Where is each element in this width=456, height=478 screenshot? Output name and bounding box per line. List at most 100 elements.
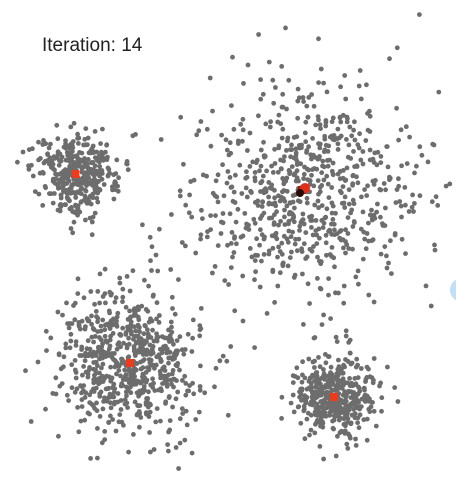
point [60,312,65,318]
point [75,405,80,410]
point [279,135,285,141]
point [345,404,350,409]
point [168,267,174,272]
point [302,393,308,399]
point [122,401,128,407]
point [417,193,423,199]
point [112,364,118,370]
point [140,222,145,228]
point [253,269,258,275]
point [343,398,348,403]
point [176,466,182,471]
point [177,367,182,373]
point [343,328,349,334]
point [341,283,347,289]
point [60,182,66,187]
point [92,178,97,183]
point [227,211,233,217]
point [304,103,310,109]
point [182,347,188,352]
point [142,277,147,283]
point [412,201,417,206]
point [261,139,266,145]
point [127,384,133,390]
point [103,300,108,306]
point [321,371,327,377]
point [141,331,147,337]
point [145,410,151,416]
point [304,166,310,172]
point [302,130,308,136]
point [258,180,264,186]
point [217,358,223,364]
point [62,167,68,173]
point [89,232,95,238]
point [70,230,76,236]
point [293,153,299,159]
point [350,173,356,179]
point [97,347,102,353]
point [362,187,367,193]
point [340,184,346,190]
point [273,203,279,209]
point [393,200,399,206]
point [241,81,246,86]
point [340,376,346,382]
point [97,356,103,362]
point [410,192,415,198]
point [342,205,348,210]
point [266,59,272,65]
point [184,422,190,428]
point [300,211,306,217]
point [314,166,320,172]
point [244,194,250,200]
point [261,210,267,216]
point [88,168,94,174]
point [144,339,149,344]
point [367,212,373,218]
point [177,440,183,446]
point [398,127,404,133]
point [360,256,366,262]
point [198,236,204,242]
point [183,408,189,414]
point [245,148,250,153]
point [95,199,101,205]
centroids [71,170,337,401]
point [321,80,326,86]
point [57,383,63,389]
point [180,378,185,383]
point [48,164,54,170]
point [281,196,286,201]
point [129,371,135,377]
point [107,337,113,343]
point [319,183,325,188]
point [340,381,346,386]
point [82,156,87,161]
point [343,177,349,183]
point [291,409,297,415]
point [285,138,290,144]
point [384,144,390,150]
point [85,142,90,148]
point [189,214,195,220]
point [229,103,234,108]
point [399,163,404,169]
point [178,114,184,120]
point [399,214,404,220]
point [111,172,116,178]
point [111,196,117,202]
point [53,391,59,397]
point [331,382,336,387]
point [252,220,258,226]
point [56,162,62,168]
point [399,236,405,242]
point [79,404,85,409]
point [286,168,292,173]
point [270,245,276,251]
point [275,283,281,289]
point [145,331,151,337]
point [68,338,74,344]
point [338,84,343,90]
point [314,241,320,247]
